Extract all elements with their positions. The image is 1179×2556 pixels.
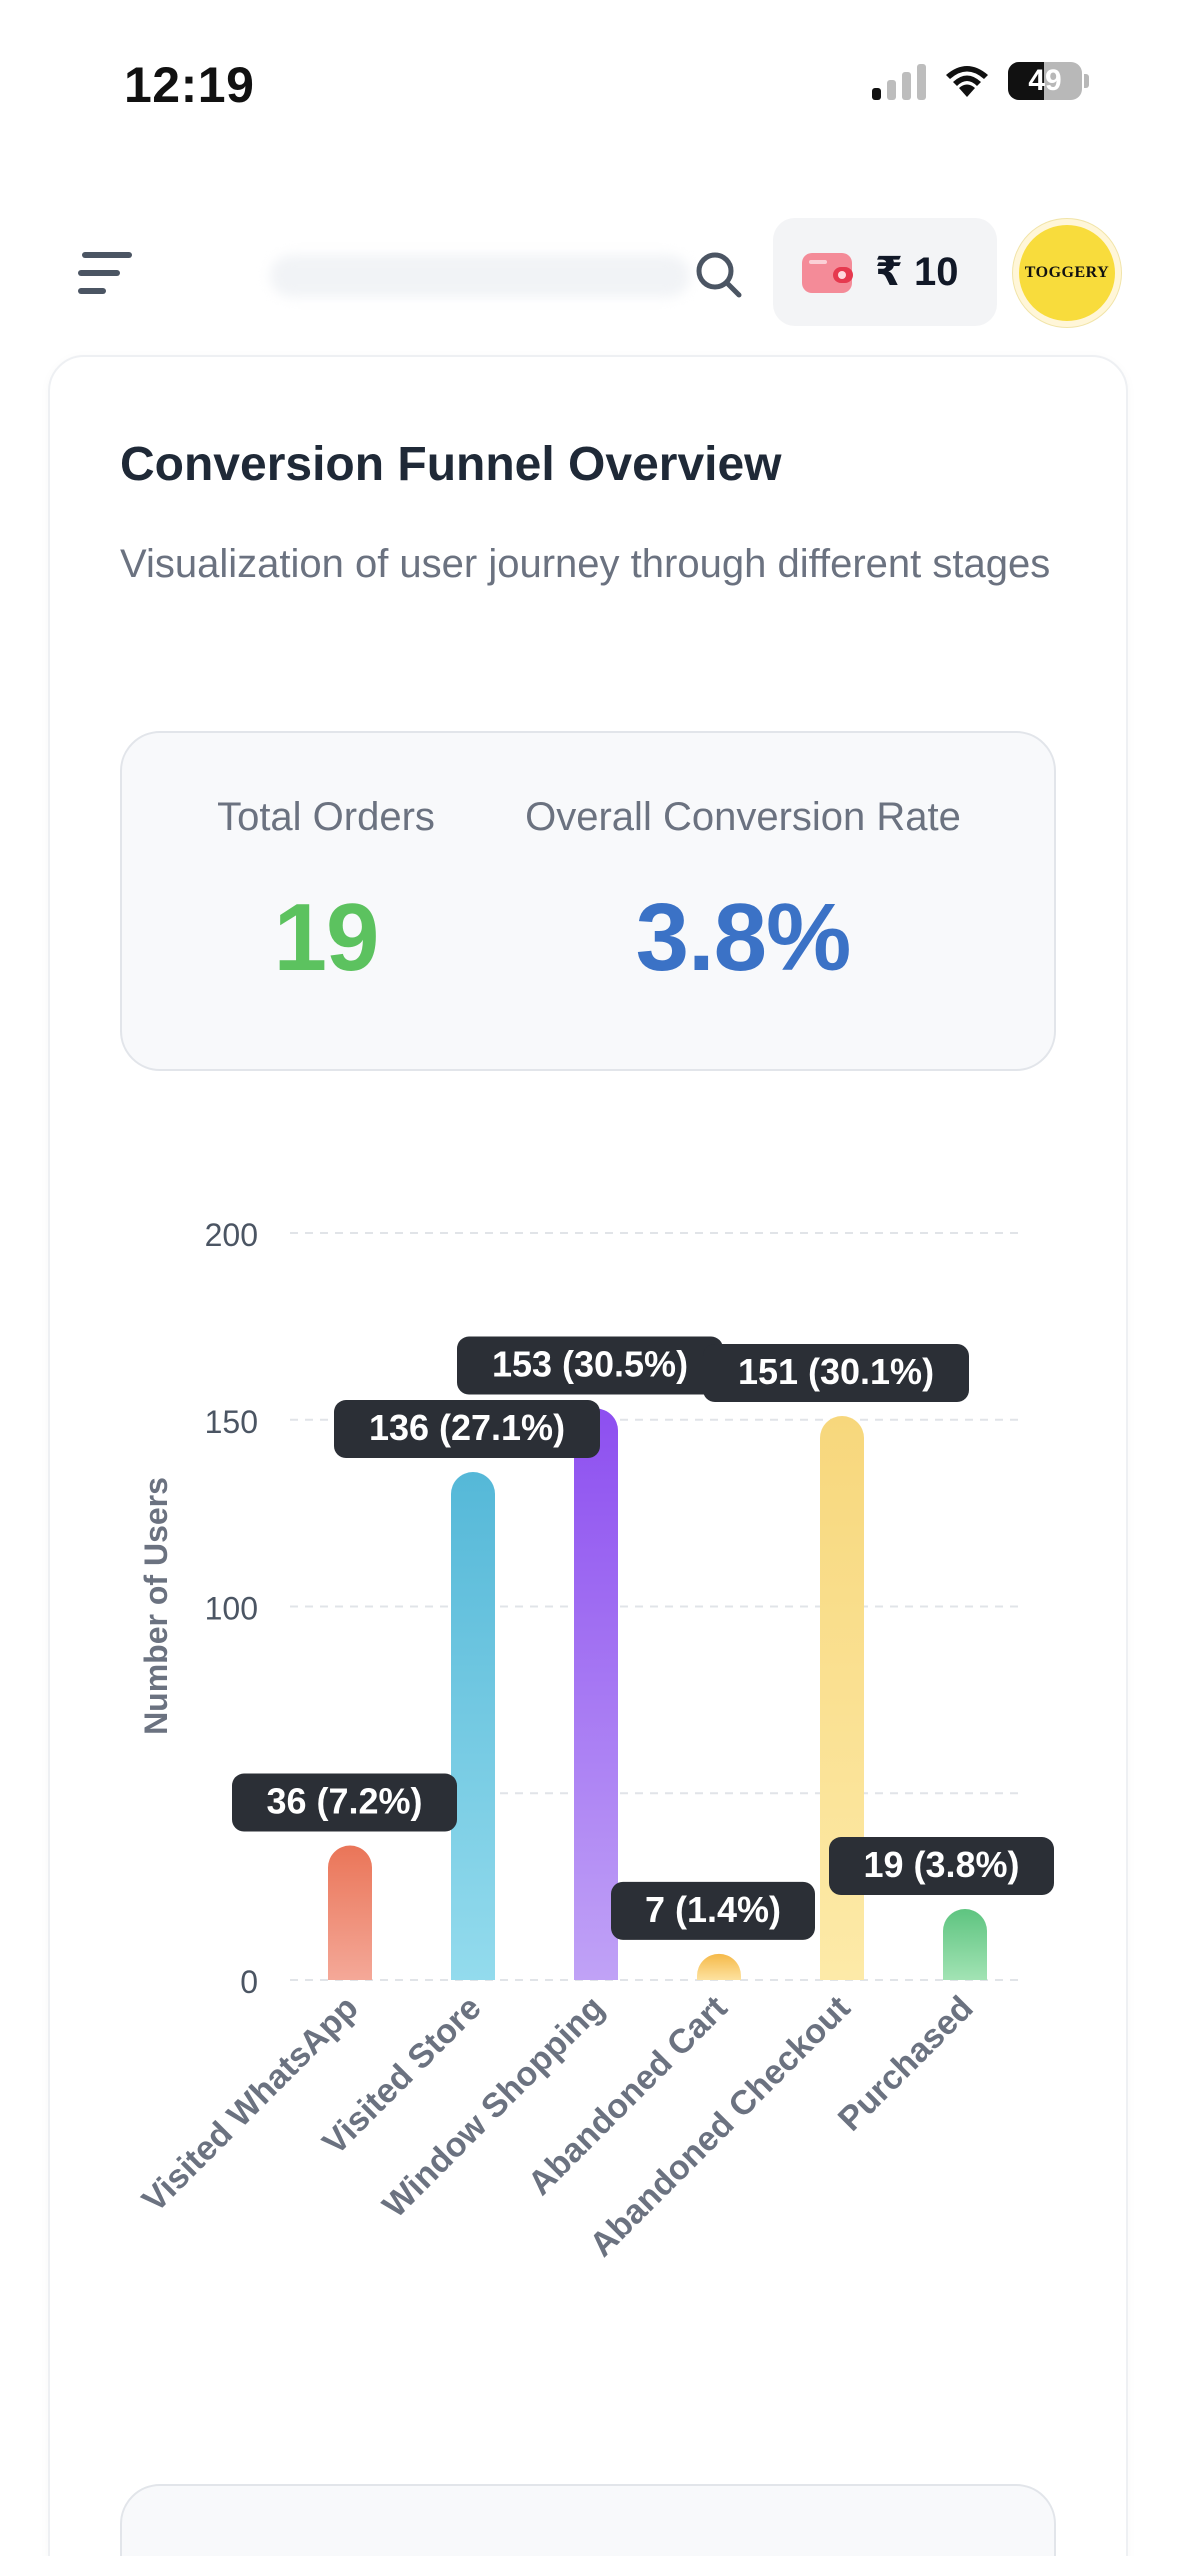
wallet-button[interactable]: ₹ 10 [773,218,997,326]
total-orders-label: Total Orders [217,795,435,839]
x-tick-label: Visited WhatsApp [135,1989,366,2220]
wallet-icon [802,253,853,293]
card-subtitle: Visualization of user journey through di… [120,542,1051,586]
data-label: 153 (30.5%) [457,1336,723,1395]
cellular-signal-icon [872,62,926,100]
menu-icon[interactable] [78,248,138,298]
data-label-bg [457,1336,723,1395]
data-label-bg [232,1773,457,1832]
data-label-bg [334,1400,600,1459]
data-label: 151 (30.1%) [703,1344,969,1403]
y-axis-label: Number of Users [138,1477,174,1735]
bar-visited-whatsapp [328,1845,372,1980]
data-label: 19 (3.8%) [829,1837,1054,1896]
data-label-bg [829,1837,1054,1896]
avatar-logo-text: TOGGERY [1024,264,1110,281]
data-label-text: 151 (30.1%) [738,1351,934,1392]
data-label-bg [611,1881,815,1940]
total-orders-value: 19 [273,884,380,991]
battery-percent: 49 [1028,64,1062,97]
x-tick-label: Purchased [831,1989,981,2139]
bar-abandoned-cart [697,1953,741,1980]
bar-purchased [943,1909,987,1980]
data-label-bg [703,1344,969,1403]
card-title: Conversion Funnel Overview [120,438,782,491]
search-placeholder-blur [270,255,690,297]
data-label: 136 (27.1%) [334,1400,600,1459]
x-tick-label: Window Shopping [375,1989,611,2225]
app-header: ₹ 10 TOGGERY [0,200,1179,350]
conversion-rate-value: 3.8% [635,884,852,991]
wifi-icon [946,66,988,97]
next-section-card [120,2484,1056,2556]
conversion-rate-label: Overall Conversion Rate [525,795,961,839]
status-time: 12:19 [124,57,255,113]
bar-window-shopping [574,1408,618,1980]
stats-summary: Total Orders 19 Overall Conversion Rate … [120,731,1056,1071]
data-label-text: 36 (7.2%) [266,1781,422,1822]
battery-icon: 49 [1008,62,1082,100]
wallet-amount: ₹ 10 [875,250,959,294]
data-label: 7 (1.4%) [611,1881,815,1940]
y-tick-label: 0 [240,1964,258,2000]
data-label: 36 (7.2%) [232,1773,457,1832]
battery-tip [1084,74,1089,88]
y-tick-label: 200 [205,1217,258,1253]
data-label-text: 19 (3.8%) [863,1844,1019,1885]
status-bar: 12:19 49 [0,0,1179,160]
data-label-text: 153 (30.5%) [492,1344,688,1385]
bar-abandoned-checkout [820,1416,864,1980]
store-avatar[interactable]: TOGGERY [1013,219,1121,327]
status-icons: 49 [872,62,1089,100]
data-label-text: 7 (1.4%) [645,1889,781,1930]
y-tick-label: 100 [205,1591,258,1627]
y-tick-label: 150 [205,1404,258,1440]
data-label-text: 136 (27.1%) [369,1407,565,1448]
search-icon[interactable] [688,244,748,304]
bar-visited-store [451,1472,495,1980]
